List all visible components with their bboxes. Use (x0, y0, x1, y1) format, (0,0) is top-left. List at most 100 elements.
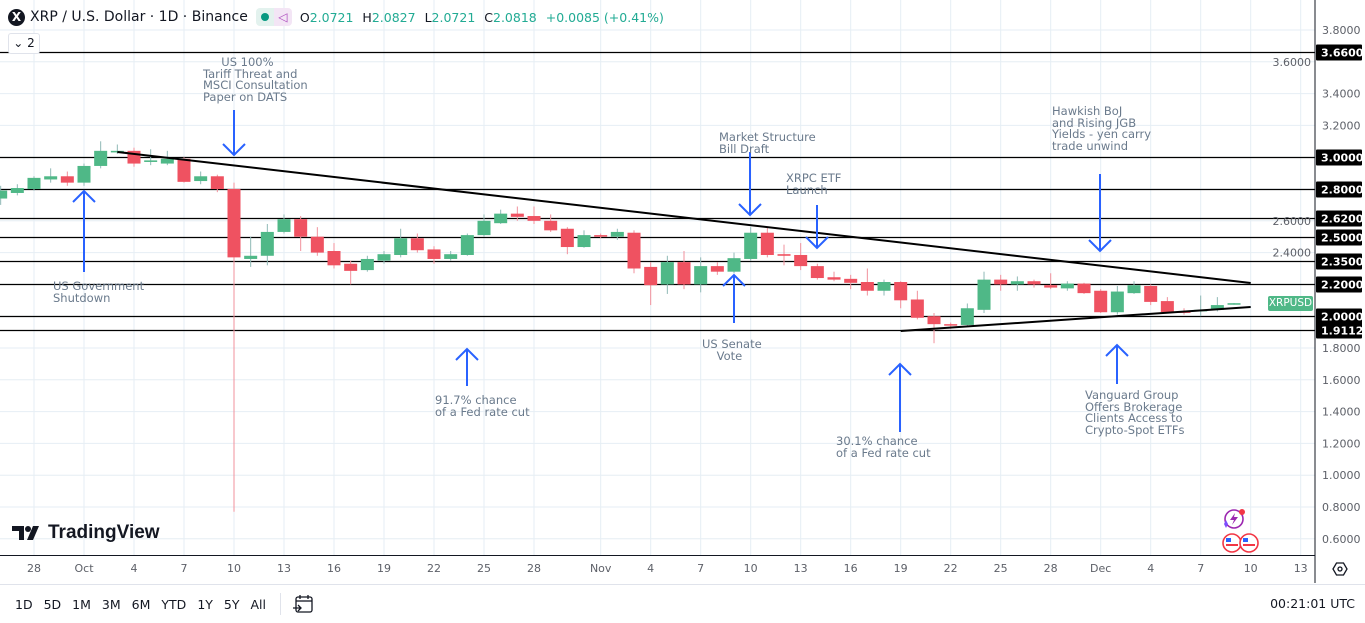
indicator-count: 2 (27, 36, 35, 50)
time-tick-label: 13 (277, 562, 291, 575)
symbol-title[interactable]: XRP / U.S. Dollar · 1D · Binance (30, 9, 248, 25)
arrow-up-icon (722, 273, 746, 323)
candle-up (94, 150, 108, 166)
ohlc-readout: O2.0721 H2.0827 L2.0721 C2.0818 +0.0085 … (300, 10, 669, 25)
candle-up (460, 235, 474, 255)
annotation-us-government-shutdown: US Government Shutdown (53, 279, 145, 305)
range-ytd[interactable]: YTD (161, 596, 187, 612)
candle-down (1160, 301, 1174, 313)
arrow-up-icon (1105, 343, 1129, 384)
tradingview-logo-icon (12, 526, 39, 540)
level-price-label: 2.5000 (1321, 232, 1364, 245)
candle-up (444, 254, 458, 259)
candle-up (27, 177, 41, 189)
candle-down (910, 299, 924, 318)
range-1d[interactable]: 1D (15, 596, 33, 612)
level-price-badge (1316, 322, 1362, 339)
calendar-goto-icon[interactable] (293, 594, 315, 614)
time-tick-label: 4 (647, 562, 654, 575)
time-tick-label: 10 (227, 562, 241, 575)
candle-down (227, 189, 241, 258)
indicators-collapse-button[interactable]: ⌄ 2 (8, 33, 40, 54)
candle-down (427, 249, 441, 259)
candle-down (344, 263, 358, 271)
price-tick-label: 1.2000 (1322, 437, 1361, 450)
time-tick-label: 10 (744, 562, 758, 575)
price-chart[interactable]: 3.8000 3.6000 3.4000 3.2000 2.6000 2.4000 1.80… (0, 0, 1365, 584)
level-price-badge (1316, 210, 1362, 227)
range-all[interactable]: All (250, 596, 267, 612)
gear-icon[interactable] (1332, 562, 1348, 576)
annotation-market-structure: Market Structure Bill Draft (719, 130, 816, 156)
status-pill[interactable]: ◁ (255, 8, 292, 26)
candle-down (777, 254, 791, 256)
range-5d[interactable]: 5D (43, 596, 62, 612)
utc-clock[interactable]: 00:21:01 UTC (1270, 596, 1355, 611)
candle-up (1210, 305, 1224, 310)
price-tick-label: 2.4000 (1273, 247, 1312, 260)
range-3m[interactable]: 3M (101, 596, 121, 612)
level-price-badge (1316, 149, 1362, 166)
candle-down (644, 266, 658, 286)
us-flag-icon[interactable] (1222, 533, 1259, 553)
level-price-badge (1316, 181, 1362, 198)
range-1y[interactable]: 1Y (197, 596, 213, 612)
candle-down (1144, 285, 1158, 302)
arrow-down-icon (222, 110, 246, 157)
annotation-arrows (72, 110, 1129, 432)
trendline (117, 150, 1251, 284)
candle-down (527, 216, 541, 221)
candle-up (877, 282, 891, 291)
candle-up (110, 150, 124, 153)
time-tick-label: 28 (1044, 562, 1058, 575)
range-1m[interactable]: 1M (72, 596, 91, 612)
arrow-down-icon (805, 205, 829, 250)
high-label: H (362, 9, 372, 25)
level-price-badge (1316, 308, 1362, 325)
candle-down (210, 176, 224, 189)
candle-up (610, 231, 624, 237)
chart-header: X XRP / U.S. Dollar · 1D · Binance ◁ O2.… (8, 7, 669, 27)
time-tick-label: 7 (697, 562, 704, 575)
candle-down (844, 278, 858, 283)
candle-up (360, 258, 374, 271)
candle-up (277, 219, 291, 232)
candle-down (310, 236, 324, 253)
price-tick-label: 1.8000 (1322, 342, 1361, 355)
level-price-label: 2.3500 (1321, 256, 1364, 269)
candle-up (727, 258, 741, 272)
time-tick-label: 16 (327, 562, 341, 575)
level-price-badge (1316, 44, 1362, 61)
level-price-label: 2.8000 (1321, 184, 1364, 197)
candle-up (1060, 283, 1074, 289)
level-price-label: 3.6600 (1321, 47, 1364, 60)
chevron-down-icon: ⌄ (13, 36, 24, 50)
range-6m[interactable]: 6M (131, 596, 151, 612)
time-tick-label: Nov (590, 562, 612, 575)
market-open-dot-icon (255, 8, 274, 26)
annotation-hawkish-boj: Hawkish BoJ and Rising JGB Yields - yen … (1052, 104, 1152, 153)
time-tick-label: 7 (181, 562, 188, 575)
lightning-icon[interactable] (1224, 509, 1245, 529)
candle-down (510, 213, 524, 217)
candle-down (944, 324, 958, 326)
price-tick-label: 2.6000 (1273, 215, 1312, 228)
annotation-tariff-threat: US 100% Tariff Threat and MSCI Consultat… (203, 55, 308, 104)
tradingview-logo[interactable]: TradingView (12, 522, 160, 544)
trendline (900, 305, 1251, 332)
time-tick-label: 28 (27, 562, 41, 575)
price-axis[interactable]: 3.8000 3.6000 3.4000 3.2000 2.6000 2.4000 1.80… (1273, 24, 1364, 546)
price-tick-label: 3.2000 (1322, 119, 1361, 132)
grid (0, 0, 1315, 555)
price-tick-label: 1.0000 (1322, 469, 1361, 482)
arrow-up-icon (888, 362, 912, 432)
candle-up (1110, 291, 1124, 313)
open-label: O (299, 9, 310, 25)
range-5y[interactable]: 5Y (223, 596, 240, 612)
candle-down (594, 235, 608, 237)
time-tick-label: Oct (74, 562, 94, 575)
candle-down (627, 232, 641, 269)
annotation-fed-30: 30.1% chance of a Fed rate cut (836, 434, 931, 460)
candle-down (827, 277, 841, 280)
time-axis[interactable]: 28 Oct 4 7 10 13 16 19 22 25 28 Nov 4 7 10 13 16 19 22 25 28… (27, 562, 1308, 575)
